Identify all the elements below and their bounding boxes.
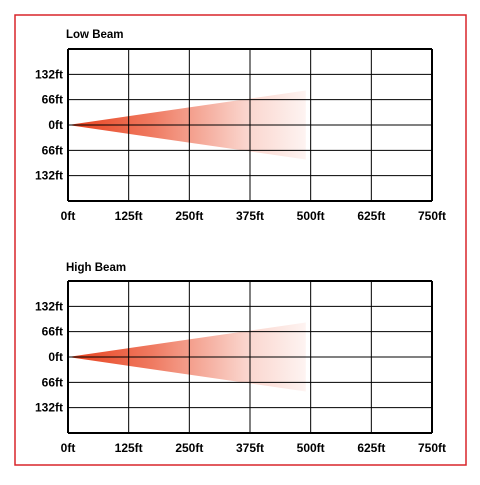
x-tick-labels: 0ft 125ft 250ft 375ft 500ft 625ft 750ft: [61, 441, 446, 455]
y-tick-label: 66ft: [42, 325, 63, 339]
y-tick-label: 132ft: [35, 67, 63, 81]
x-tick-label: 375ft: [236, 209, 264, 223]
x-tick-label: 250ft: [175, 441, 203, 455]
y-tick-label: 132ft: [35, 299, 63, 313]
x-tick-label: 125ft: [115, 441, 143, 455]
high-beam-chart: High Beam 132ft 66ft 0ft 66ft 132ft 0ft 125ft…: [35, 262, 446, 455]
grid: [67, 48, 433, 202]
x-tick-label: 125ft: [115, 209, 143, 223]
chart-title: Low Beam: [66, 29, 124, 41]
x-tick-label: 0ft: [61, 441, 76, 455]
x-tick-labels: 0ft 125ft 250ft 375ft 500ft 625ft 750ft: [61, 209, 446, 223]
grid: [67, 280, 433, 434]
outer-frame: [14, 14, 467, 466]
chart-title: High Beam: [66, 262, 126, 274]
y-tick-labels: 132ft 66ft 0ft 66ft 132ft: [35, 299, 63, 414]
y-tick-label: 132ft: [35, 169, 63, 183]
x-tick-label: 750ft: [418, 209, 446, 223]
x-tick-label: 625ft: [357, 441, 385, 455]
y-tick-label: 0ft: [48, 350, 63, 364]
low-beam-chart: Low Beam 132ft 66ft 0ft 66ft 132ft 0ft 125ft 2…: [35, 29, 446, 223]
x-tick-label: 0ft: [61, 209, 76, 223]
x-tick-label: 250ft: [175, 209, 203, 223]
x-tick-label: 500ft: [297, 441, 325, 455]
y-tick-label: 66ft: [42, 375, 63, 389]
x-tick-label: 625ft: [357, 209, 385, 223]
x-tick-label: 500ft: [297, 209, 325, 223]
x-tick-label: 375ft: [236, 441, 264, 455]
y-tick-label: 132ft: [35, 401, 63, 415]
y-tick-labels: 132ft 66ft 0ft 66ft 132ft: [35, 67, 63, 182]
y-tick-label: 66ft: [42, 143, 63, 157]
x-tick-label: 750ft: [418, 441, 446, 455]
y-tick-label: 66ft: [42, 93, 63, 107]
y-tick-label: 0ft: [48, 118, 63, 132]
